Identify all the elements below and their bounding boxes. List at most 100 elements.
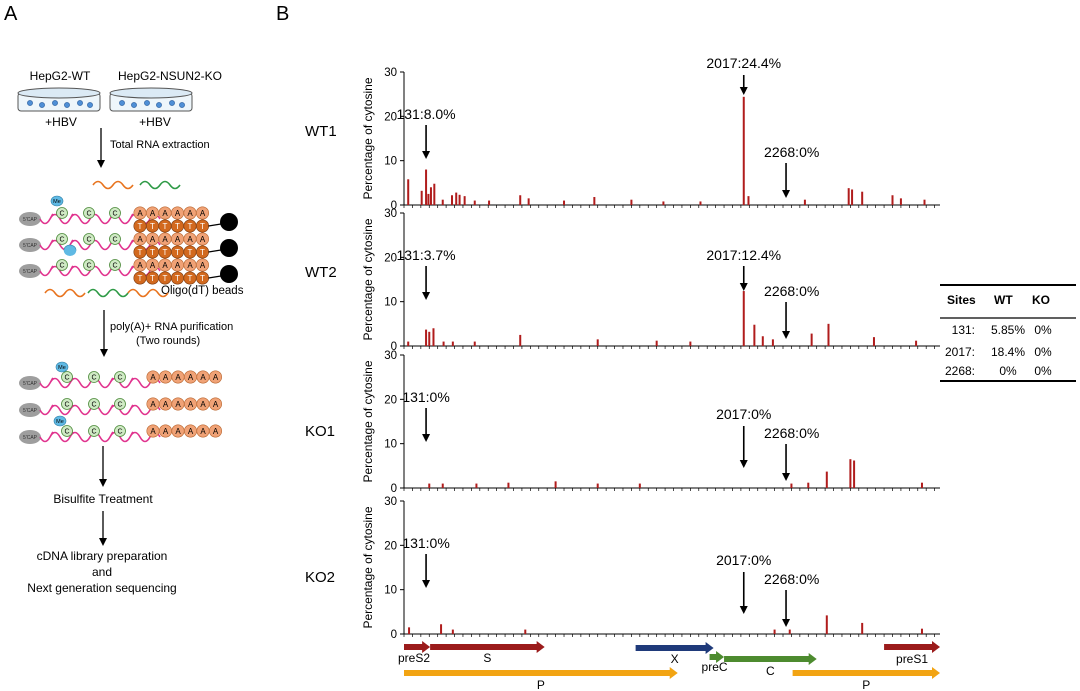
bar (891, 195, 894, 205)
bar (407, 341, 410, 346)
cytosine-label: C (59, 237, 64, 244)
annotation-label: 2017:0% (716, 406, 771, 422)
table-cell-wt: 18.4% (991, 345, 1025, 359)
adenine-label: A (175, 209, 181, 218)
gene-label: preS2 (398, 651, 430, 665)
beads-label: Oligo(dT) beads (161, 285, 244, 297)
bead-linker (208, 249, 222, 253)
thymine-label: T (150, 222, 155, 231)
bar (761, 336, 764, 346)
bar (519, 334, 522, 346)
table-cell-site: 131: (952, 323, 975, 337)
oligo-dt-bead (220, 213, 238, 231)
gene-label: preC (702, 660, 728, 674)
methyl-label: Me (58, 365, 66, 371)
table-header-wt: WT (994, 293, 1013, 307)
bar (788, 629, 791, 634)
cytosine-label: C (117, 429, 122, 436)
adenine-label: A (137, 261, 143, 270)
bar (847, 188, 850, 205)
gene-arrowhead (932, 641, 940, 653)
rna-wave-orange-2 (44, 288, 86, 298)
table-cell-site: 2268: (945, 364, 975, 378)
y-tick-label: 0 (391, 483, 397, 495)
chart-ko1: KO1 Percentage of cytosine 0 10 20 30 131:0% 20… (305, 350, 940, 495)
bar (451, 195, 454, 205)
cell-label-wt: HepG2-WT (30, 69, 91, 83)
cap-label: 5'CAP (23, 408, 38, 414)
thymine-label: T (138, 248, 143, 257)
cytosine-label: C (91, 429, 96, 436)
step-total-rna: Total RNA extraction (110, 139, 210, 151)
bar (872, 337, 875, 346)
thymine-label: T (188, 248, 193, 257)
adenine-label: A (163, 427, 169, 436)
workflow-arrow-2 (100, 310, 108, 357)
methyl-group (64, 246, 76, 256)
chart-wt1: WT1 Percentage of cytosine 0 10 20 30 131:8.0%… (305, 55, 940, 212)
gene-x: X (635, 642, 714, 666)
cytosine-circle (114, 371, 126, 383)
cytosine-label: C (112, 237, 117, 244)
bar (747, 196, 750, 205)
bar (662, 201, 665, 205)
cytosine-circle (109, 207, 121, 219)
adenine-label: A (187, 235, 193, 244)
rna-strand (39, 431, 161, 443)
bar (463, 196, 466, 205)
table-cell-ko: 0% (1034, 345, 1052, 359)
bar (455, 192, 458, 205)
bar (507, 482, 510, 488)
chart-ko2: KO2 Percentage of cytosine 0 10 20 30 131:0% 20… (305, 496, 940, 641)
adenine-label: A (175, 427, 181, 436)
annotation-label: 2017:12.4% (706, 247, 781, 263)
thymine-label: T (138, 274, 143, 283)
cytosine-circle (56, 233, 68, 245)
bar (433, 183, 436, 205)
gene-label: P (537, 678, 545, 691)
y-axis-label: Percentage of cytosine (361, 77, 375, 199)
bar (923, 199, 926, 205)
annotation-arrowhead (739, 87, 748, 95)
cytosine-label: C (59, 263, 64, 270)
thymine-label: T (150, 274, 155, 283)
bar (563, 200, 566, 205)
adenine-label: A (213, 400, 219, 409)
bar (596, 483, 599, 488)
annotation-arrowhead (739, 460, 748, 468)
bar (425, 329, 428, 346)
cytosine-label: C (112, 263, 117, 270)
annotation-arrowhead (739, 606, 748, 614)
bar (638, 483, 641, 488)
gene-p: P (404, 667, 678, 691)
cytosine-label: C (59, 211, 64, 218)
gene-c: C (724, 653, 817, 678)
gene-arrowhead (932, 667, 940, 679)
adenine-label: A (200, 261, 206, 270)
bar (442, 341, 445, 346)
thymine-label: T (175, 274, 180, 283)
cell-label-ko: HepG2-NSUN2-KO (118, 69, 222, 83)
bar (915, 340, 918, 346)
rna-wave-green-2 (87, 288, 129, 298)
annotation-label: 131:3.7% (396, 247, 455, 263)
step-polya-line1: poly(A)+ RNA purification (110, 321, 233, 333)
cytosine-circle (61, 398, 73, 410)
gene-arrowhead (705, 642, 714, 654)
adenine-label: A (175, 261, 181, 270)
bar (853, 460, 856, 488)
annotation-label: 2017:0% (716, 552, 771, 568)
y-axis-label: Percentage of cytosine (361, 506, 375, 628)
adenine-circle (209, 370, 223, 384)
bar (440, 624, 443, 634)
table-row: 2268: 0% 0% (945, 364, 1052, 378)
thymine-label: T (175, 222, 180, 231)
bead-linker (208, 223, 222, 227)
table-row: 131: 5.85% 0% (952, 323, 1052, 337)
table-row: 2017: 18.4% 0% (945, 345, 1052, 359)
adenine-label: A (175, 400, 181, 409)
oligo-dt-bead (220, 265, 238, 283)
gene-bar (792, 670, 933, 676)
